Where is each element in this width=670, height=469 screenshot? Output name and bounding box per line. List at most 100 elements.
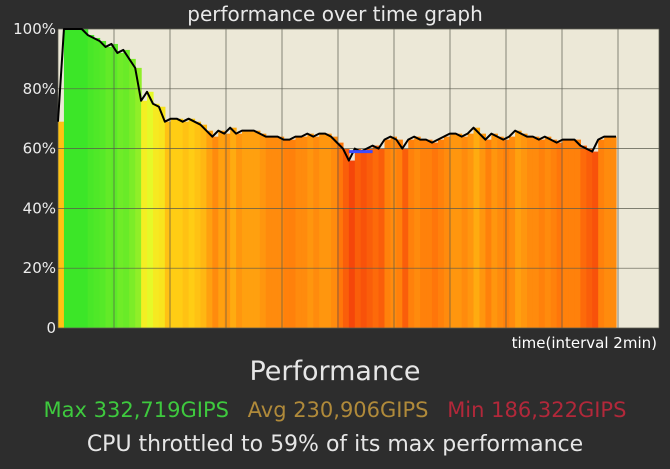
heat-bar <box>307 133 314 328</box>
heat-bar <box>331 136 338 328</box>
x-axis-label: time(interval 2min) <box>512 334 657 352</box>
heat-bar <box>455 133 463 328</box>
heat-bar <box>473 127 481 328</box>
y-tick-label: 40% <box>23 199 56 217</box>
heat-bar <box>63 29 71 328</box>
stats-row: Max 332,719GIPS Avg 230,906GIPS Min 186,… <box>0 398 670 422</box>
min-stat: Min 186,322GIPS <box>447 398 627 422</box>
performance-chart: 100% 80% 60% 40% 20% 0 time(interval 2min) <box>13 20 660 352</box>
throttle-text: CPU throttled to 59% of its max performa… <box>86 432 584 457</box>
heat-bar <box>550 139 558 328</box>
heat-bar <box>360 151 368 328</box>
heat-bar <box>396 139 403 328</box>
heat-bar <box>449 133 457 328</box>
heat-bar <box>610 136 617 328</box>
heat-bar <box>81 29 89 328</box>
heat-bar <box>200 124 208 329</box>
heat-bar <box>354 148 362 328</box>
performance-curve-layer <box>57 28 616 162</box>
heat-bar <box>384 139 392 328</box>
heat-bar <box>503 139 510 328</box>
heat-bar <box>236 133 243 328</box>
heat-bar <box>414 136 421 328</box>
heat-bar <box>182 121 190 328</box>
heat-bar <box>366 148 374 328</box>
heat-bar <box>580 145 587 328</box>
heat-bar <box>289 139 297 328</box>
heat-bar <box>188 118 196 328</box>
heat-bar <box>158 106 166 329</box>
heat-bar <box>69 29 77 328</box>
heat-bar <box>253 130 261 328</box>
heat-bar <box>313 136 320 328</box>
heat-bar <box>562 139 570 328</box>
heat-bar <box>194 121 202 328</box>
heat-bar <box>230 127 237 328</box>
heat-bar <box>242 130 249 328</box>
heat-bar <box>147 91 154 328</box>
heat-bar <box>301 136 308 328</box>
heat-bar <box>218 130 225 328</box>
y-tick-label: 60% <box>23 140 56 158</box>
heat-bar <box>526 136 534 328</box>
heat-bar <box>141 100 148 328</box>
heat-bar <box>443 136 451 328</box>
heat-bar <box>574 139 581 328</box>
heat-bar <box>117 52 124 329</box>
avg-stat: Avg 230,906GIPS <box>247 398 429 422</box>
performance-curve <box>57 28 616 162</box>
heat-bar <box>319 133 326 328</box>
heat-bar <box>538 139 546 328</box>
heat-bar <box>58 121 65 328</box>
heat-bar <box>75 29 83 328</box>
heat-bar <box>461 136 469 328</box>
heat-bar <box>283 139 291 328</box>
heat-bar <box>152 103 160 328</box>
heat-bar <box>568 139 576 328</box>
heat-bar <box>556 142 564 328</box>
heat-bar <box>129 58 136 329</box>
heat-bar <box>170 118 178 328</box>
heat-bar <box>99 40 107 329</box>
heat-bar <box>431 142 439 328</box>
heat-bar <box>497 136 504 328</box>
heat-bar <box>426 139 433 328</box>
heat-bar <box>342 148 350 328</box>
heat-bar <box>491 133 498 328</box>
heat-bar <box>295 136 302 328</box>
heat-bar <box>271 136 279 328</box>
heat-bar <box>420 139 427 328</box>
heat-bar <box>437 139 445 328</box>
heat-bars <box>58 29 617 329</box>
y-tick-label: 100% <box>13 20 56 38</box>
heat-bar <box>87 34 95 328</box>
heat-bar <box>604 136 611 328</box>
heat-bar <box>135 67 142 329</box>
heat-bar <box>325 133 332 328</box>
heat-bar <box>592 151 599 328</box>
y-tick-label: 80% <box>23 80 56 98</box>
y-axis-ticks: 100% 80% 60% 40% 20% 0 <box>13 20 56 337</box>
heat-bar <box>521 133 528 328</box>
heat-bar <box>479 133 487 328</box>
y-tick-label: 0 <box>46 319 56 337</box>
heat-bar <box>259 133 267 328</box>
heat-bar <box>206 130 213 328</box>
heat-bar <box>372 145 380 328</box>
heat-bar <box>544 136 552 328</box>
heat-bar <box>408 139 415 328</box>
heat-bar <box>176 118 184 328</box>
heat-bar <box>467 133 475 328</box>
performance-heading: Performance <box>249 356 421 387</box>
heat-bar <box>277 136 285 328</box>
heat-bar <box>337 142 344 328</box>
grid-lines <box>57 28 660 329</box>
heat-bar <box>348 160 356 328</box>
max-stat: Max 332,719GIPS <box>43 398 229 422</box>
heat-bar <box>586 148 593 328</box>
heat-bar <box>247 130 255 328</box>
heat-bar <box>598 139 605 328</box>
heat-bar <box>402 148 409 328</box>
heat-bar <box>164 121 172 328</box>
heat-bar <box>224 133 231 328</box>
